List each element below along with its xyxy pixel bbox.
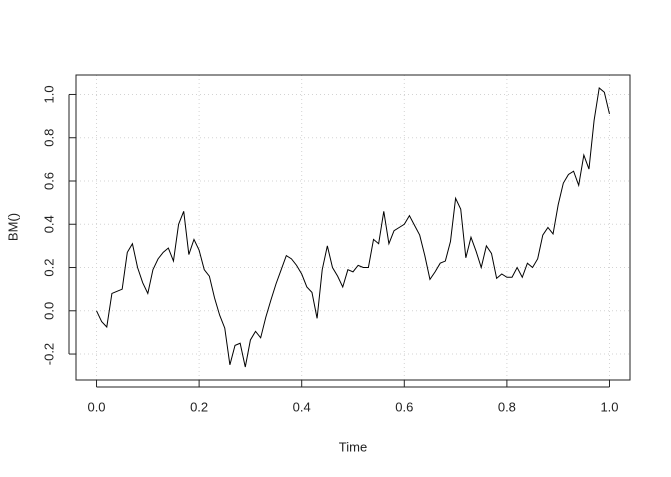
y-tick-label: 1.0 xyxy=(41,85,56,103)
y-tick-label: -0.2 xyxy=(41,343,56,365)
x-tick-label: 0.2 xyxy=(190,399,208,414)
data-line xyxy=(96,87,610,368)
y-tick-label: 0.2 xyxy=(41,258,56,276)
x-axis-label: Time xyxy=(339,439,367,454)
x-tick-label: 0.8 xyxy=(498,399,516,414)
y-tick-label: 0.4 xyxy=(41,215,56,233)
x-tick-label: 0.4 xyxy=(293,399,311,414)
y-axis-label: BM() xyxy=(5,213,20,241)
x-tick-label: 0.0 xyxy=(87,399,105,414)
x-tick-label: 0.6 xyxy=(395,399,413,414)
plot-box xyxy=(75,74,631,381)
y-tick-label: 0.0 xyxy=(41,302,56,320)
y-tick-label: 0.6 xyxy=(41,172,56,190)
y-tick-label: 0.8 xyxy=(41,129,56,147)
x-tick-label: 1.0 xyxy=(600,399,618,414)
